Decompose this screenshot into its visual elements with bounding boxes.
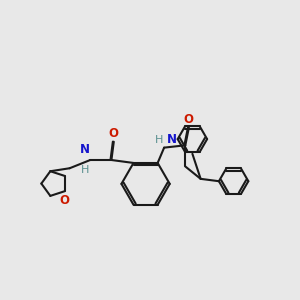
Text: H: H bbox=[81, 165, 90, 175]
Text: O: O bbox=[60, 194, 70, 206]
Text: H: H bbox=[154, 135, 163, 145]
Text: O: O bbox=[109, 127, 119, 140]
Text: N: N bbox=[80, 143, 90, 157]
Text: N: N bbox=[167, 133, 176, 146]
Text: O: O bbox=[184, 113, 194, 126]
